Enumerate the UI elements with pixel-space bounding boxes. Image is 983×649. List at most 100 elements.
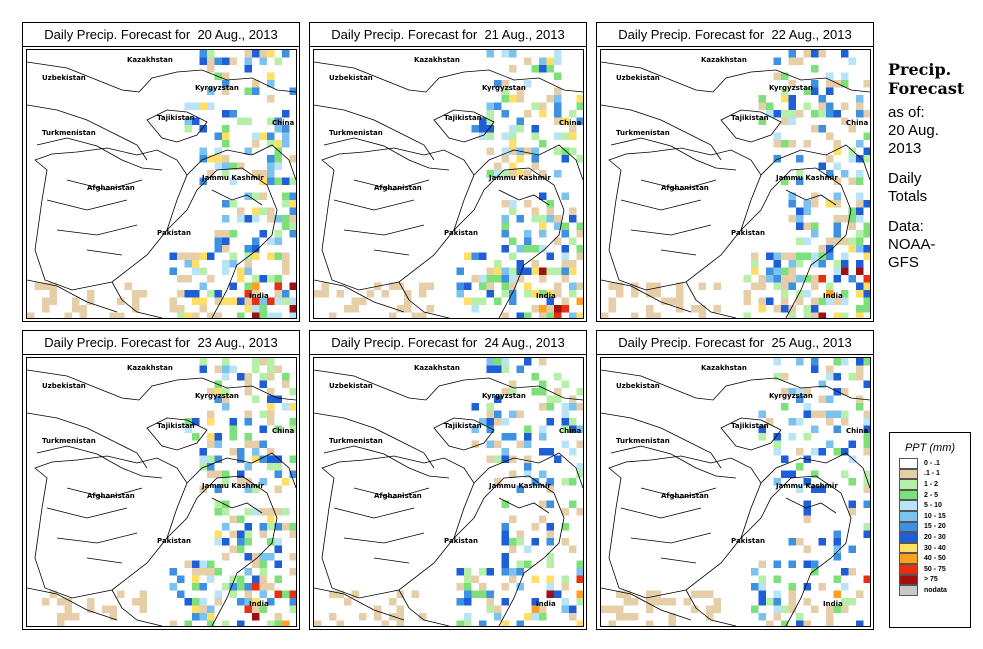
precip-map: Kazakhstan Uzbekistan Kyrgyzstan Tajikistan… <box>313 49 584 319</box>
legend-label: .1 - 1 <box>924 470 940 478</box>
legend-swatch <box>899 510 918 522</box>
precip-cell <box>289 230 296 238</box>
precip-cell <box>274 455 282 463</box>
precip-cell <box>494 455 502 463</box>
precip-cell <box>509 538 517 546</box>
precip-cell <box>222 245 230 253</box>
precip-cell <box>848 125 856 133</box>
precip-cell <box>207 433 215 441</box>
precip-cell <box>351 297 359 305</box>
precip-cell <box>274 485 282 493</box>
precip-cell <box>803 388 811 396</box>
precip-cell <box>826 605 834 613</box>
precip-cell <box>569 403 577 411</box>
precip-grid <box>314 358 583 626</box>
precip-cell <box>841 260 849 268</box>
precip-cell <box>863 297 870 305</box>
precip-cell <box>222 508 230 516</box>
precip-cell <box>554 117 562 125</box>
precip-cell <box>244 590 252 598</box>
precip-cell <box>282 50 290 58</box>
precip-cell <box>501 282 509 290</box>
country-label-china: China <box>272 427 295 435</box>
precip-cell <box>222 620 230 626</box>
precip-cell <box>863 523 870 531</box>
precip-cell <box>758 282 766 290</box>
precip-cell <box>289 177 296 185</box>
precip-cell <box>856 403 864 411</box>
precip-cell <box>833 425 841 433</box>
precip-cell <box>848 245 856 253</box>
precip-cell <box>184 290 192 298</box>
precip-cell <box>818 485 826 493</box>
precip-cell <box>546 560 554 568</box>
precip-cell <box>486 117 494 125</box>
country-label-india: India <box>823 600 843 608</box>
country-label-pakistan: Pakistan <box>444 229 478 237</box>
precip-cell <box>841 117 849 125</box>
precip-cell <box>856 230 864 238</box>
precip-cell <box>601 312 609 318</box>
precip-cell <box>826 290 834 298</box>
precip-cell <box>229 230 237 238</box>
precip-cell <box>501 147 509 155</box>
precip-cell <box>668 620 676 626</box>
forecast-panel-3: Daily Precip. Forecast for 22 Aug., 2013… <box>596 22 874 322</box>
precip-cell <box>177 590 185 598</box>
precip-cell <box>569 500 577 508</box>
precip-cell <box>222 170 230 178</box>
precip-cell <box>803 237 811 245</box>
precip-cell <box>788 312 796 318</box>
precip-cell <box>274 215 282 223</box>
precip-cell <box>237 575 245 583</box>
precip-cell <box>456 598 464 606</box>
precip-cell <box>539 613 547 621</box>
precip-cell <box>486 598 494 606</box>
precip-cell <box>396 620 404 626</box>
precip-cell <box>244 598 252 606</box>
precip-cell <box>207 155 215 163</box>
country-border <box>333 179 430 256</box>
precip-cell <box>539 290 547 298</box>
precip-cell <box>214 590 222 598</box>
precip-cell <box>486 410 494 418</box>
border-lines <box>601 369 870 626</box>
precip-cell <box>826 418 834 426</box>
precip-cell <box>289 297 296 305</box>
precip-cell <box>554 95 562 103</box>
precip-cell <box>222 140 230 148</box>
precip-cell <box>539 170 547 178</box>
precip-cell <box>479 117 487 125</box>
precip-cell <box>758 575 766 583</box>
country-border <box>27 412 148 469</box>
precip-cell <box>773 598 781 606</box>
precip-cell <box>539 388 547 396</box>
country-border <box>473 144 583 181</box>
precip-cell <box>833 222 841 230</box>
precip-cell <box>199 568 207 576</box>
precip-cell <box>259 560 267 568</box>
precip-cell <box>826 365 834 373</box>
legend-label: 0 - .1 <box>924 459 940 467</box>
precip-cell <box>259 207 267 215</box>
precip-cell <box>546 500 554 508</box>
country-label-india: India <box>823 292 843 300</box>
precip-cell <box>214 237 222 245</box>
precip-cell <box>222 162 230 170</box>
precip-cell <box>576 598 583 606</box>
precip-cell <box>676 282 684 290</box>
precip-cell <box>267 598 275 606</box>
precip-cell <box>576 463 583 471</box>
info-line: Daily <box>888 170 922 187</box>
precip-cell <box>87 598 95 606</box>
precip-cell <box>848 508 856 516</box>
precip-cell <box>848 215 856 223</box>
precip-cell <box>576 297 583 305</box>
precip-cell <box>207 455 215 463</box>
precip-cell <box>252 395 260 403</box>
precip-cell <box>856 102 864 110</box>
country-label-tajikistan: Tajikistan <box>444 422 482 430</box>
precip-cell <box>826 410 834 418</box>
precip-map: Kazakhstan Uzbekistan Kyrgyzstan Tajikistan… <box>26 49 297 319</box>
precip-cell <box>289 282 296 290</box>
